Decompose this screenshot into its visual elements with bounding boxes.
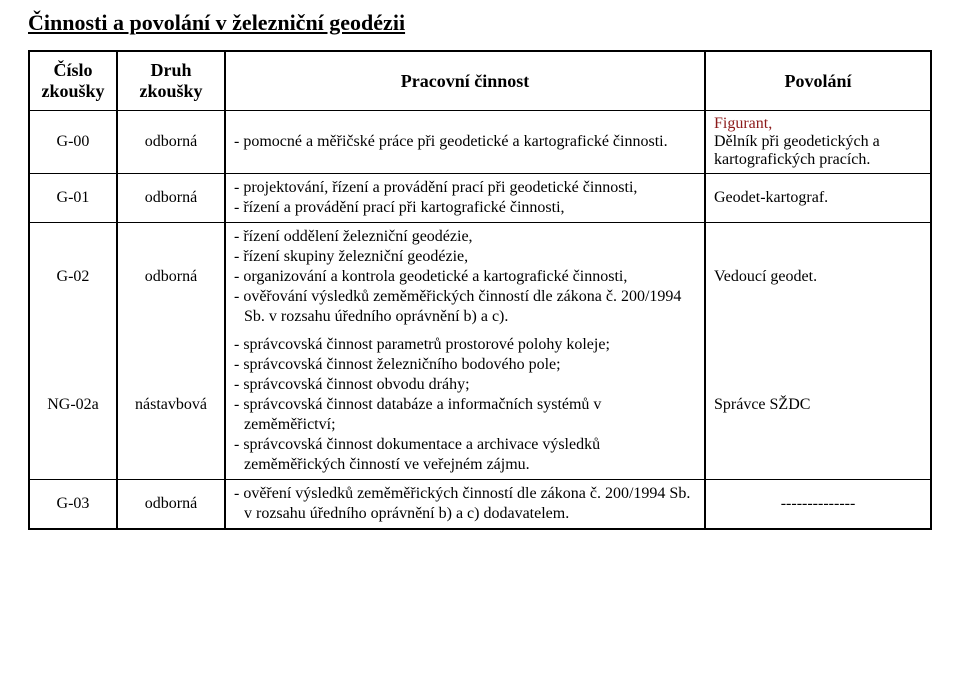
table-row: G-02 odborná - řízení oddělení železničn… xyxy=(29,223,931,332)
cell-profession: Správce SŽDC xyxy=(705,331,931,480)
cell-profession: Vedoucí geodet. xyxy=(705,223,931,332)
page: Činnosti a povolání v železniční geodézi… xyxy=(0,0,960,530)
table-row: G-01 odborná - projektování, řízení a pr… xyxy=(29,174,931,223)
cell-activity: - řízení oddělení železniční geodézie, -… xyxy=(225,223,705,332)
page-title: Činnosti a povolání v železniční geodézi… xyxy=(28,10,932,36)
table-row: NG-02a nástavbová - správcovská činnost … xyxy=(29,331,931,480)
header-exam-number: Číslo zkoušky xyxy=(29,51,117,111)
table-row: G-00 odborná - pomocné a měřičské práce … xyxy=(29,111,931,174)
cell-exam-code: NG-02a xyxy=(29,331,117,480)
table-row: G-03 odborná - ověření výsledků zeměměři… xyxy=(29,480,931,530)
cell-exam-type: odborná xyxy=(117,480,225,530)
cell-profession: Geodet-kartograf. xyxy=(705,174,931,223)
cell-activity: - pomocné a měřičské práce při geodetick… xyxy=(225,111,705,174)
cell-exam-type: odborná xyxy=(117,174,225,223)
header-profession: Povolání xyxy=(705,51,931,111)
cell-exam-type: odborná xyxy=(117,111,225,174)
cell-activity: - správcovská činnost parametrů prostoro… xyxy=(225,331,705,480)
cell-exam-type: odborná xyxy=(117,223,225,332)
header-exam-type: Druh zkoušky xyxy=(117,51,225,111)
cell-exam-code: G-00 xyxy=(29,111,117,174)
cell-activity: - projektování, řízení a provádění prací… xyxy=(225,174,705,223)
cell-exam-type: nástavbová xyxy=(117,331,225,480)
cell-exam-code: G-02 xyxy=(29,223,117,332)
header-activity: Pracovní činnost xyxy=(225,51,705,111)
cell-profession: Figurant, Dělník při geodetických a kart… xyxy=(705,111,931,174)
cell-profession: -------------- xyxy=(705,480,931,530)
cell-exam-code: G-03 xyxy=(29,480,117,530)
activities-table: Číslo zkoušky Druh zkoušky Pracovní činn… xyxy=(28,50,932,530)
cell-activity: - ověření výsledků zeměměřických činnost… xyxy=(225,480,705,530)
cell-exam-code: G-01 xyxy=(29,174,117,223)
